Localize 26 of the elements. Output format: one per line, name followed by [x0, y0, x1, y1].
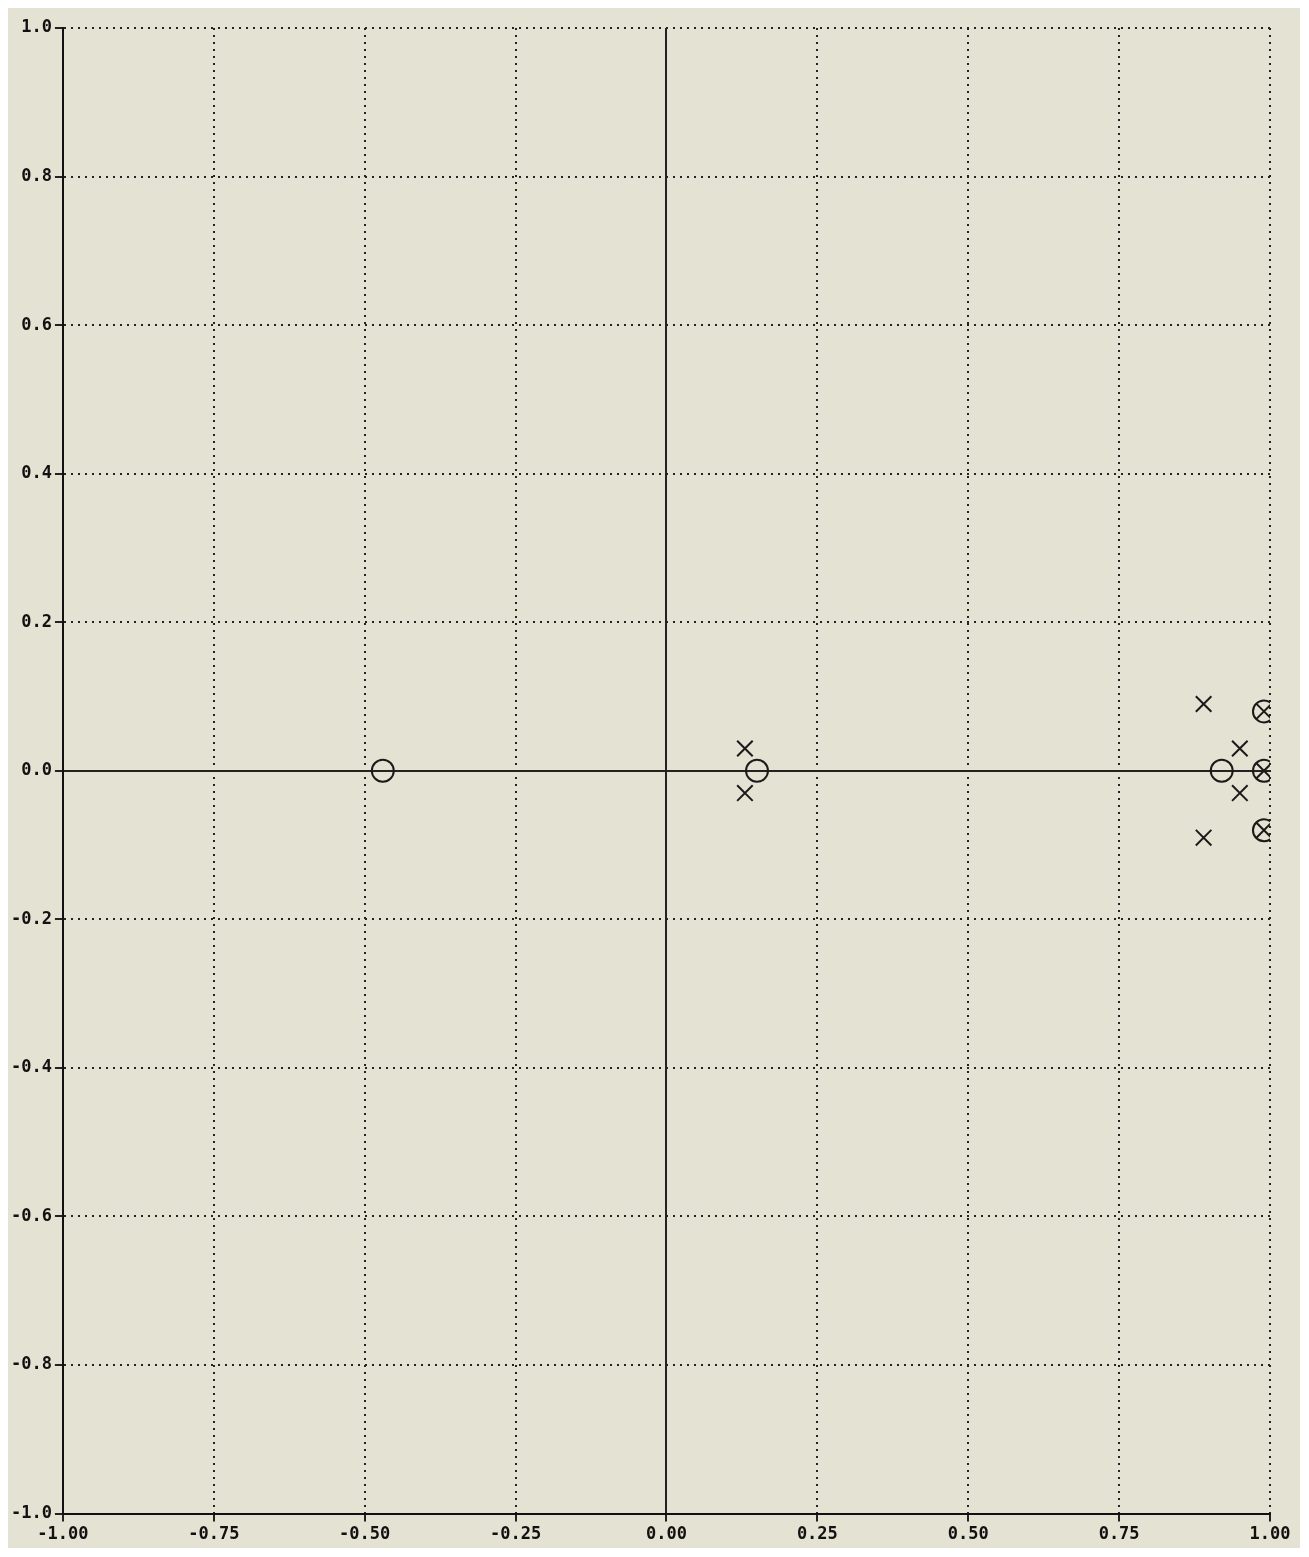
- x-tick-label: 0.50: [947, 1523, 989, 1544]
- point: [1231, 784, 1249, 802]
- y-tick-label: 0.4: [21, 462, 52, 483]
- y-tick-label: -0.4: [10, 1056, 52, 1077]
- x-tick-label: -0.25: [489, 1523, 542, 1544]
- y-tick-label: 0.8: [21, 164, 52, 185]
- y-tick-label: -1.0: [10, 1502, 52, 1523]
- x-tick-label: 1.00: [1249, 1523, 1291, 1544]
- point: [1194, 828, 1213, 847]
- point: [736, 784, 754, 802]
- x-tick-label: 0.00: [645, 1523, 687, 1544]
- x-tick-label: -0.50: [339, 1523, 391, 1544]
- y-tick-label: -0.6: [10, 1204, 52, 1225]
- point: [1231, 739, 1249, 758]
- y-tick-label: 0.2: [21, 610, 52, 631]
- y-tick-label: -0.2: [10, 907, 52, 928]
- y-tick-label: -0.8: [10, 1353, 52, 1374]
- point: [1194, 695, 1213, 713]
- y-tick-label: 0.0: [21, 759, 52, 780]
- y-tick-label: 1.0: [21, 16, 52, 37]
- x-tick-label: 0.75: [1098, 1523, 1140, 1544]
- x-tick-label: 0.25: [796, 1523, 838, 1544]
- x-tick-label: -1.00: [37, 1523, 89, 1544]
- point: [736, 739, 754, 758]
- y-tick-label: 0.6: [21, 313, 52, 334]
- x-tick-label: -0.75: [188, 1523, 240, 1544]
